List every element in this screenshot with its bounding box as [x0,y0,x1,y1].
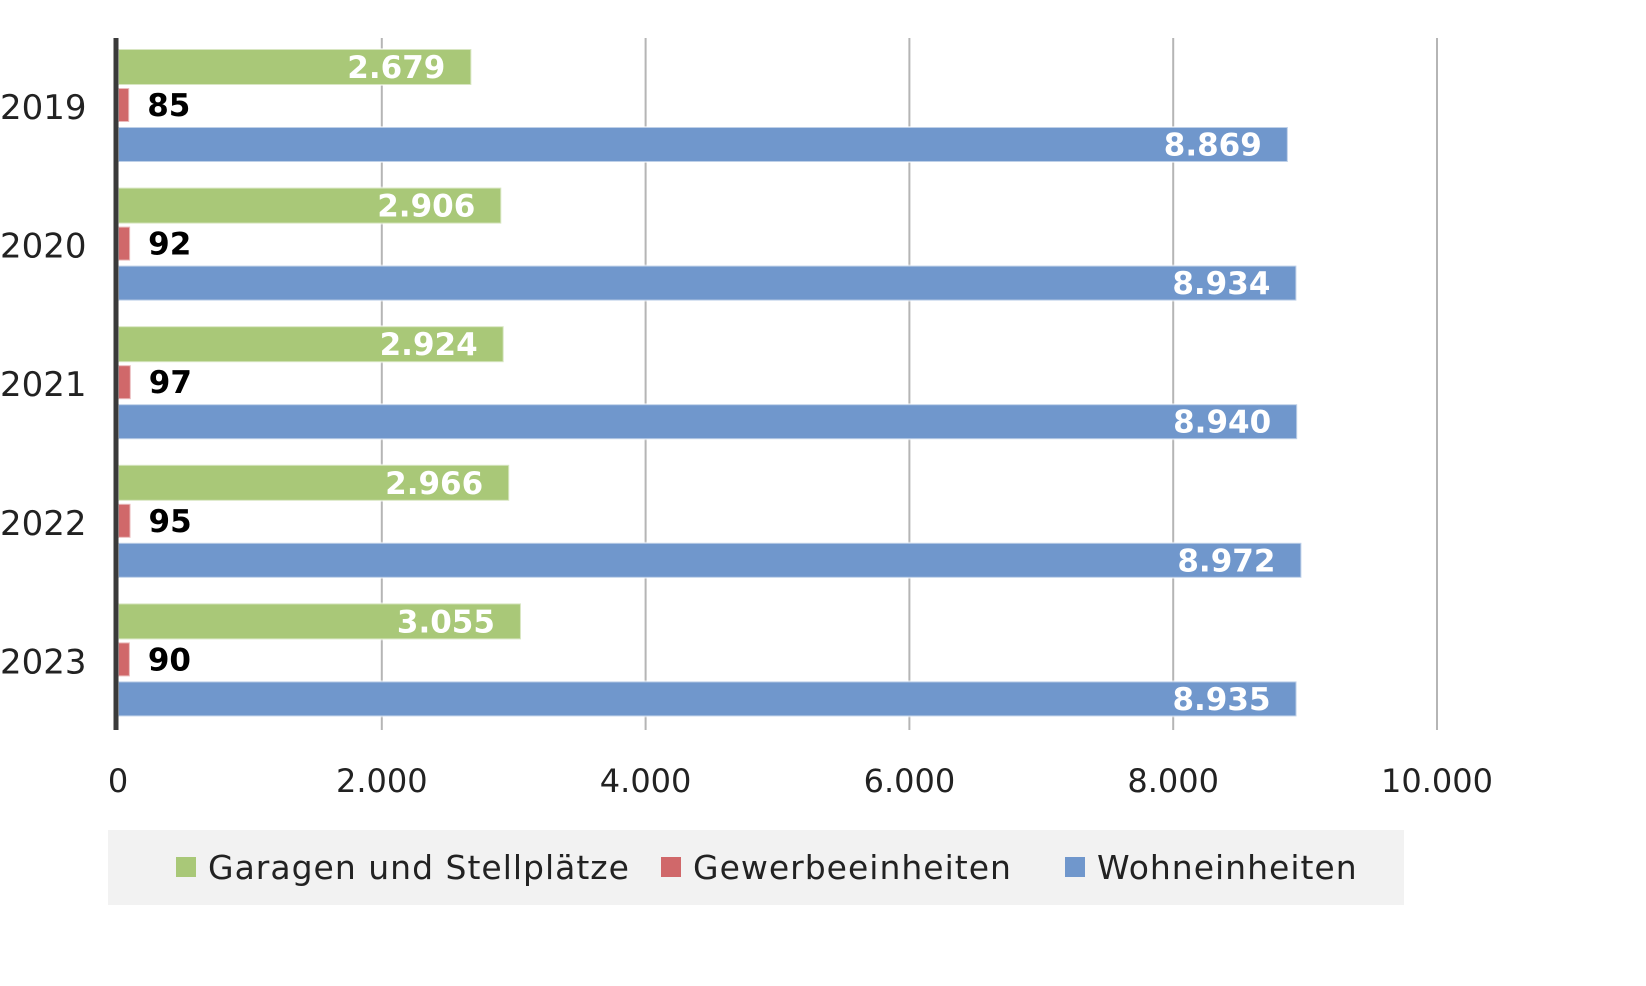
legend-label-2: Wohneinheiten [1097,848,1358,887]
x-tick-labels: 0 2.000 4.000 6.000 8.000 10.000 [108,762,1493,800]
legend-swatch-2 [1065,857,1085,877]
data-label-2023-1: 90 [148,642,191,678]
data-label-2021-2: 8.940 [1173,405,1271,441]
legend: Garagen und Stellplätze Gewerbeeinheiten W… [108,830,1404,905]
data-labels: 2.679 85 8.869 2.906 92 8.934 2.924 97 8.940 2.96… [147,50,1275,718]
x-tick-label-0: 0 [108,762,128,800]
bars [117,48,1303,718]
bar-2019-2 [117,126,1289,163]
legend-swatch-0 [176,857,196,877]
data-label-2022-2: 8.972 [1177,543,1275,579]
data-label-2019-0: 2.679 [347,50,445,86]
data-label-2020-0: 2.906 [377,189,475,225]
x-tick-label-5: 10.000 [1381,762,1493,800]
bar-2021-0 [117,325,505,364]
bar-2021-1 [117,364,132,401]
bar-2019-1 [117,87,131,123]
bar-2020-1 [117,225,132,262]
legend-label-0: Garagen und Stellplätze [208,848,630,887]
data-label-2020-1: 92 [148,227,191,263]
category-label-2022: 2022 [0,504,87,544]
data-label-2023-0: 3.055 [397,604,495,640]
bar-2019-0 [117,48,473,86]
x-tick-label-3: 6.000 [864,762,956,800]
bar-2023-2 [117,680,1298,718]
data-label-2021-0: 2.924 [380,327,478,363]
category-label-2023: 2023 [0,642,87,682]
data-label-2020-2: 8.934 [1172,266,1270,302]
data-label-2022-1: 95 [149,504,192,540]
category-labels: 2019 2020 2021 2022 2023 [0,88,87,682]
bar-2020-2 [117,264,1298,302]
category-label-2021: 2021 [0,365,87,405]
legend-swatch-1 [661,857,681,877]
category-label-2019: 2019 [0,88,87,128]
bar-2022-1 [117,502,132,539]
data-label-2019-1: 85 [147,88,190,124]
bar-2022-0 [117,463,511,502]
legend-label-1: Gewerbeeinheiten [693,848,1012,887]
bar-2021-2 [117,403,1299,441]
x-tick-label-4: 8.000 [1127,762,1219,800]
x-tick-label-1: 2.000 [336,762,428,800]
x-tick-label-2: 4.000 [600,762,692,800]
bar-2022-2 [117,541,1303,579]
category-label-2020: 2020 [0,227,87,267]
data-label-2023-2: 8.935 [1172,682,1270,718]
data-label-2022-0: 2.966 [385,466,483,502]
bar-2023-0 [117,602,522,641]
bar-2023-1 [117,641,131,678]
data-label-2019-2: 8.869 [1164,128,1262,164]
legend-background [108,830,1404,905]
data-label-2021-1: 97 [149,365,192,401]
